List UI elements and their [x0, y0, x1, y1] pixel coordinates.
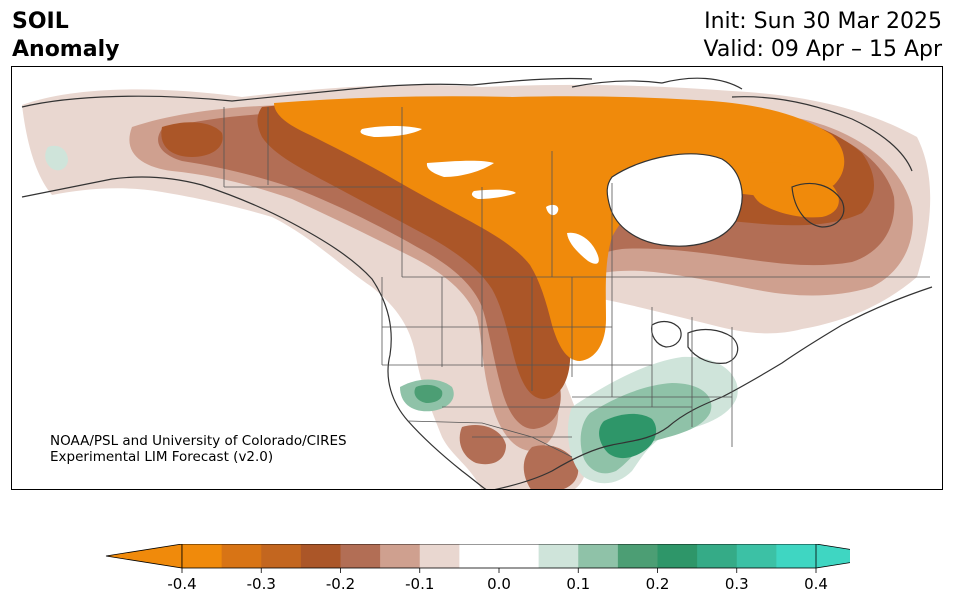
colorbar-segment — [697, 544, 738, 568]
colorbar-tick-label: 0.1 — [566, 575, 590, 593]
colorbar-tick-label: -0.4 — [167, 575, 196, 593]
anomaly-region-green-dark — [599, 413, 657, 459]
valid-date: Valid: 09 Apr – 15 Apr — [703, 37, 943, 62]
title-line-2: Anomaly — [12, 37, 120, 62]
colorbar-segment — [459, 544, 540, 568]
forecast-dates: Init: Sun 30 Mar 2025 Valid: 09 Apr – 15… — [704, 8, 943, 64]
political-borders — [223, 107, 930, 458]
anomaly-region-orange-quebec — [748, 161, 839, 218]
coastlines — [21, 77, 933, 489]
title-line-1: SOIL — [12, 9, 69, 34]
colorbar-segment — [419, 544, 460, 568]
colorbar-tick-label: -0.3 — [247, 575, 276, 593]
colorbar-segment — [380, 544, 421, 568]
map-canvas: NOAA/PSL and University of Colorado/CIRE… — [21, 77, 933, 489]
colorbar-tick-label: 0.3 — [725, 575, 749, 593]
colorbar-tick-label: -0.2 — [326, 575, 355, 593]
lake-great-bear — [360, 126, 422, 137]
colorbar-segment — [538, 544, 579, 568]
anomaly-region-green-alaska — [45, 145, 68, 171]
init-date: Init: Sun 30 Mar 2025 — [704, 9, 942, 34]
colorbar-segment — [657, 544, 698, 568]
colorbar-tick-label: 0.2 — [646, 575, 670, 593]
colorbar-segment — [578, 544, 619, 568]
anomaly-region-orange-west — [161, 122, 223, 157]
hudson-bay — [607, 153, 743, 247]
colorbar-tick-label: 0.4 — [804, 575, 828, 593]
anomaly-region-sw — [459, 425, 506, 465]
soil-anomaly-map: NOAA/PSL and University of Colorado/CIRE… — [11, 66, 943, 490]
credit-line-1: NOAA/PSL and University of Colorado/CIRE… — [50, 433, 347, 449]
colorbar-canvas: -0.4 -0.3 -0.2 -0.1 0.0 0.1 0.2 0.3 0.4 — [105, 543, 893, 593]
credit-line-2: Experimental LIM Forecast (v2.0) — [50, 449, 273, 465]
map-title: SOIL Anomaly — [12, 8, 119, 64]
colorbar: -0.4 -0.3 -0.2 -0.1 0.0 0.1 0.2 0.3 0.4 — [104, 543, 893, 608]
colorbar-segment — [221, 544, 262, 568]
anomaly-region-texas — [523, 445, 579, 489]
colorbar-tick-label: -0.1 — [405, 575, 434, 593]
colorbar-tick-label: 0.0 — [487, 575, 511, 593]
anomaly-region-green-nm-core — [414, 384, 443, 403]
colorbar-segment — [776, 544, 817, 568]
lake-winnipeg — [567, 232, 599, 264]
colorbar-segment — [300, 544, 341, 568]
lake-great-slave — [426, 160, 494, 177]
colorbar-segment — [340, 544, 381, 568]
colorbar-segment — [182, 544, 223, 568]
colorbar-segment — [736, 544, 777, 568]
lake-athabasca — [471, 189, 516, 199]
colorbar-segment — [617, 544, 658, 568]
colorbar-over-triangle — [815, 543, 893, 569]
colorbar-under-triangle — [105, 543, 183, 569]
credit-text: NOAA/PSL and University of Colorado/CIRE… — [50, 433, 347, 465]
colorbar-segment — [261, 544, 302, 568]
